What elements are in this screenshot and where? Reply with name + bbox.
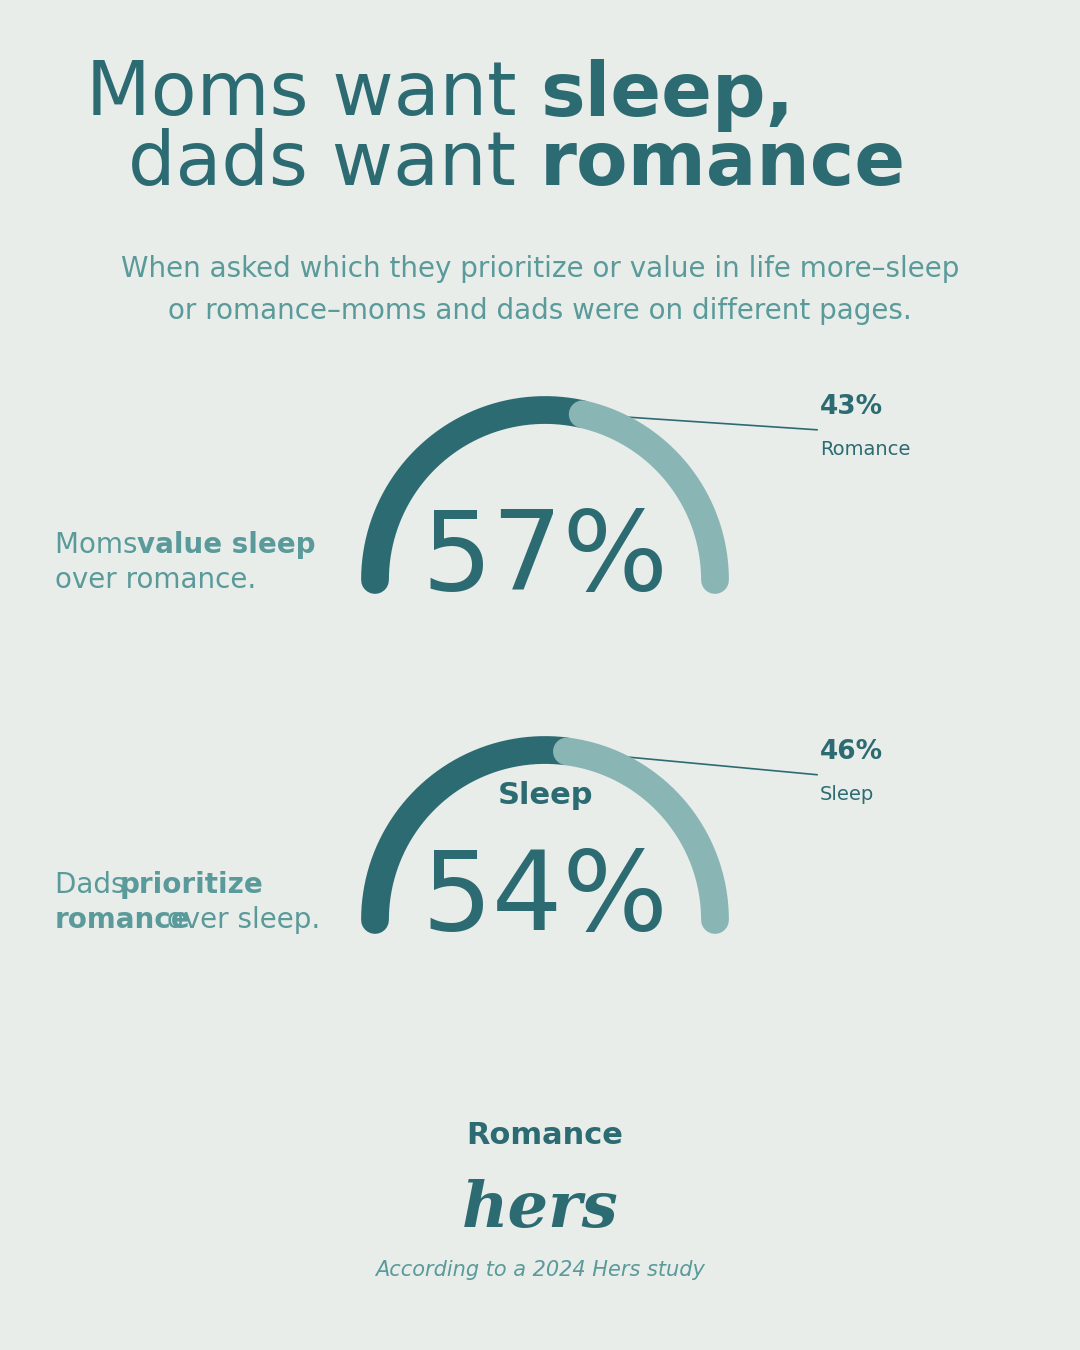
Text: Sleep: Sleep: [820, 784, 874, 805]
Text: 57%: 57%: [421, 506, 669, 613]
Text: 46%: 46%: [820, 738, 883, 765]
Text: According to a 2024 Hers study: According to a 2024 Hers study: [375, 1260, 705, 1280]
Text: romance: romance: [540, 128, 906, 201]
Text: Romance: Romance: [820, 440, 910, 459]
Text: 54%: 54%: [421, 846, 669, 953]
Text: Romance: Romance: [467, 1120, 623, 1149]
Text: over sleep.: over sleep.: [158, 906, 321, 934]
Text: prioritize: prioritize: [120, 871, 264, 899]
Text: Moms: Moms: [55, 531, 147, 559]
Text: Dads: Dads: [55, 871, 134, 899]
Text: 43%: 43%: [820, 394, 883, 420]
Text: When asked which they prioritize or value in life more–sleep
or romance–moms and: When asked which they prioritize or valu…: [121, 255, 959, 324]
Text: romance: romance: [55, 906, 191, 934]
Text: over romance.: over romance.: [55, 566, 256, 594]
Text: value sleep: value sleep: [137, 531, 315, 559]
Text: Sleep: Sleep: [497, 780, 593, 810]
Text: dads want: dads want: [129, 128, 540, 201]
Text: sleep,: sleep,: [540, 58, 794, 131]
Text: Moms want: Moms want: [85, 58, 540, 131]
Text: hers: hers: [461, 1180, 619, 1241]
